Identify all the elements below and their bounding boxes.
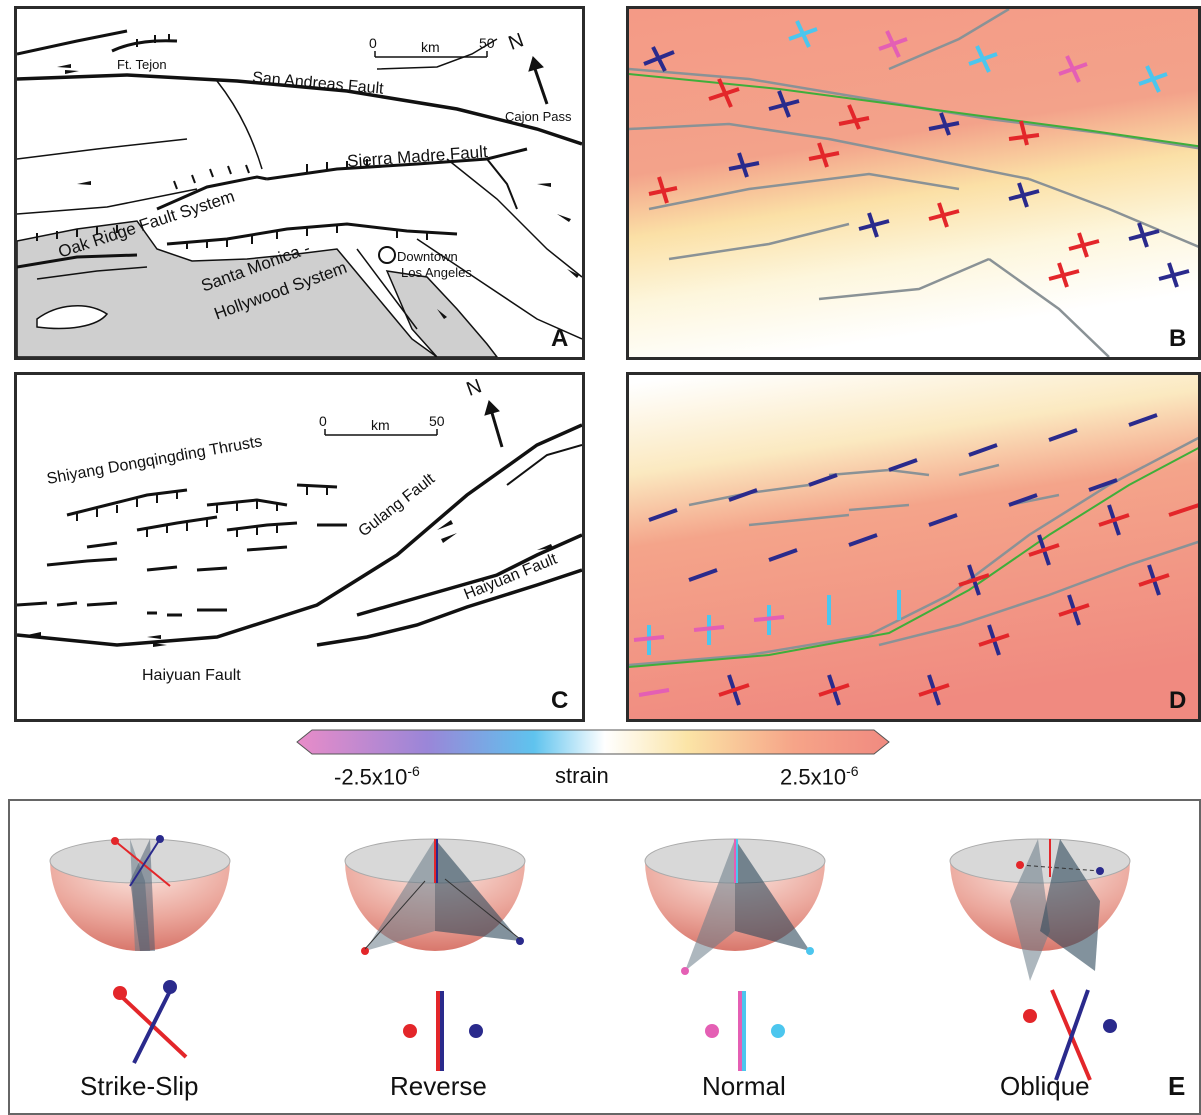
scale-unit-label: km bbox=[421, 39, 440, 55]
newport-fault-line bbox=[356, 248, 418, 330]
panel-a-fault-map-southern-california: 0 km 50 N Ft. Tejon San Andreas Fault Ca… bbox=[14, 6, 585, 360]
strain-crosses-d-pink bbox=[633, 615, 785, 697]
cucamonga-fault-line bbox=[486, 158, 518, 210]
panel-d-strain-drawing bbox=[629, 375, 1198, 719]
reverse-hemisphere bbox=[344, 838, 526, 955]
downtown-marker bbox=[378, 246, 396, 264]
strain-colorbar bbox=[296, 728, 890, 756]
panel-c-fault-map-haiyuan: 0 km 50 N Shiyang Dongqingding Thrusts G… bbox=[14, 372, 585, 722]
panel-b-letter: B bbox=[1169, 325, 1187, 352]
strain-crosses-upper bbox=[643, 46, 1040, 146]
colorbar-max-base: 2.5x10 bbox=[780, 764, 847, 790]
elsinore-fault-line bbox=[416, 238, 582, 340]
panel-c-letter: C bbox=[551, 687, 569, 714]
green-fault-trace-d bbox=[629, 447, 1198, 668]
strain-field bbox=[629, 9, 1198, 357]
los-angeles-label: Los Angeles bbox=[401, 265, 472, 280]
scale-bar bbox=[374, 51, 488, 58]
haiyuan-west-label: Haiyuan Fault bbox=[142, 667, 241, 684]
sierra-madre-fault-line bbox=[266, 147, 528, 181]
strain-crosses-d-blue bbox=[648, 413, 1161, 706]
scale-max-label: 50 bbox=[479, 35, 495, 51]
green-fault-trace bbox=[629, 73, 1198, 148]
normal-hemisphere bbox=[644, 838, 826, 975]
san-jacinto-fault-line bbox=[446, 158, 582, 278]
strike-slip-arrows-c bbox=[27, 520, 553, 647]
north-arrow-icon-c bbox=[484, 400, 504, 448]
coastal-fault-line bbox=[17, 253, 138, 269]
scale-bar-c bbox=[324, 429, 438, 436]
mechanism-diagrams bbox=[49, 835, 1131, 1081]
strike-slip-beachball-symbol bbox=[113, 980, 188, 1064]
scale-unit-label-c: km bbox=[371, 417, 390, 433]
panel-c-map-drawing bbox=[17, 400, 582, 647]
thrust-segments bbox=[17, 483, 347, 617]
colorbar-max-label: 2.5x10-6 bbox=[780, 763, 859, 790]
north-arrow-icon bbox=[528, 56, 549, 105]
strain-crosses-cyan bbox=[788, 20, 1168, 93]
haiyuan-fault-system bbox=[17, 423, 582, 647]
panel-a-letter: A bbox=[551, 325, 569, 352]
normal-beachball-symbol bbox=[705, 991, 785, 1071]
strain-field-d bbox=[629, 375, 1198, 719]
mechanism-name-normal: Normal bbox=[702, 1071, 786, 1101]
strike-slip-arrows bbox=[57, 64, 579, 319]
thin-fault-1 bbox=[216, 80, 263, 170]
panel-b-strain-drawing bbox=[629, 9, 1198, 357]
channel-fault-line bbox=[36, 266, 148, 280]
panel-d-letter: D bbox=[1169, 687, 1187, 714]
scale-zero-label-c: 0 bbox=[319, 413, 327, 429]
tejon-thrust bbox=[111, 39, 178, 53]
reverse-beachball-symbol bbox=[403, 991, 483, 1071]
colorbar-title: strain bbox=[555, 763, 609, 788]
colorbar-graphic bbox=[296, 729, 890, 755]
panel-b-strain-map-southern-california: B bbox=[626, 6, 1201, 360]
thin-fault-2 bbox=[17, 138, 188, 160]
panel-d-strain-map-haiyuan: D bbox=[626, 372, 1201, 722]
colorbar-min-label: -2.5x10-6 bbox=[334, 763, 420, 790]
colorbar-min-base: -2.5x10 bbox=[334, 764, 408, 790]
panel-a-map-drawing bbox=[17, 29, 582, 357]
ft-tejon-label: Ft. Tejon bbox=[117, 57, 167, 72]
thrust-teeth-c bbox=[76, 487, 328, 537]
scale-max-label-c: 50 bbox=[429, 413, 445, 429]
panel-e-fault-mechanisms: Strike-Slip Reverse Normal Oblique E bbox=[8, 799, 1201, 1115]
colorbar-max-exponent: -6 bbox=[846, 763, 859, 779]
thin-fault-3 bbox=[17, 188, 198, 215]
mechanism-name-reverse: Reverse bbox=[390, 1071, 487, 1101]
san-andreas-fault-line bbox=[17, 73, 582, 146]
mechanism-name-oblique: Oblique bbox=[1000, 1071, 1090, 1101]
mechanism-name-strike-slip: Strike-Slip bbox=[80, 1071, 199, 1101]
garlock-fault-line bbox=[376, 38, 498, 70]
oblique-beachball-symbol bbox=[1023, 989, 1117, 1081]
panel-e-letter: E bbox=[1168, 1071, 1186, 1101]
oak-ridge-fault-line bbox=[156, 175, 268, 211]
scale-zero-label: 0 bbox=[369, 35, 377, 51]
santa-monica-fault-line bbox=[166, 222, 458, 246]
strain-crosses-d-red bbox=[718, 503, 1198, 697]
northern-fault-line bbox=[17, 29, 128, 56]
strike-slip-hemisphere bbox=[49, 835, 231, 951]
colorbar-min-exponent: -6 bbox=[407, 763, 420, 779]
cajon-pass-label: Cajon Pass bbox=[505, 109, 572, 124]
oblique-hemisphere bbox=[949, 838, 1131, 981]
downtown-label: Downtown bbox=[397, 249, 458, 264]
thrust-teeth bbox=[36, 34, 428, 249]
island-shape bbox=[36, 305, 109, 330]
strain-crosses-lower bbox=[648, 142, 1190, 288]
